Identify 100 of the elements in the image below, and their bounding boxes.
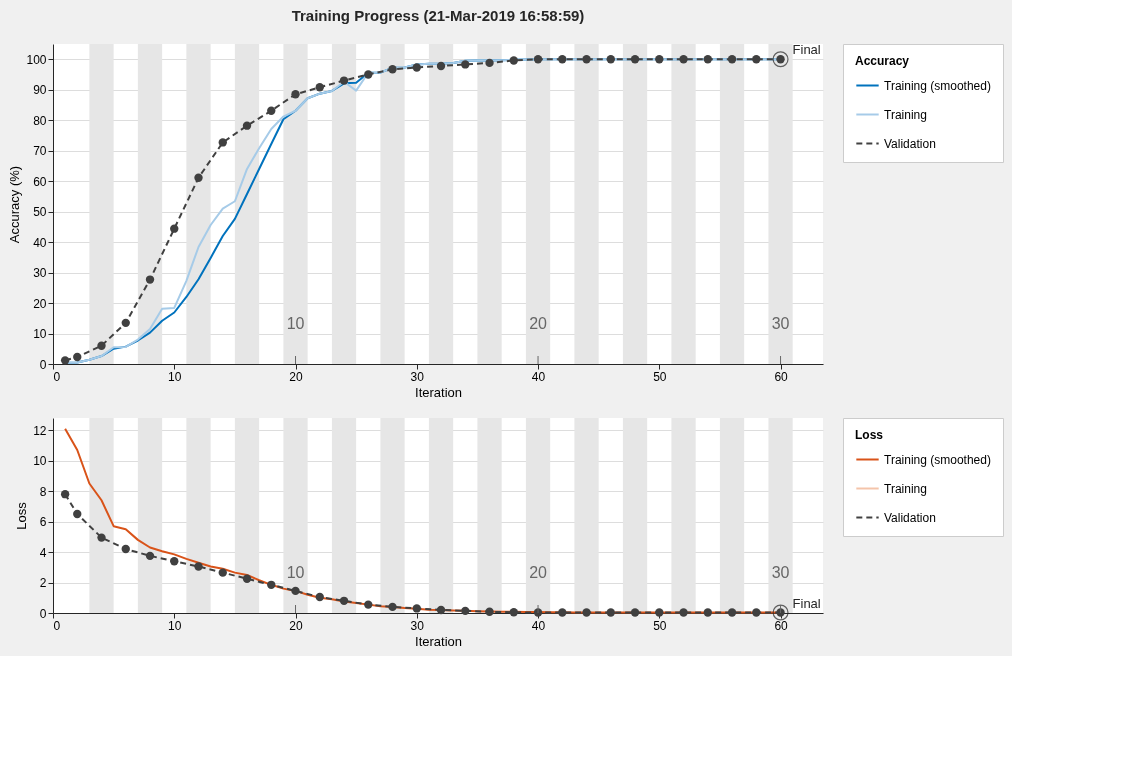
- point: [703, 55, 712, 64]
- point: [412, 63, 421, 72]
- point: [121, 544, 130, 554]
- point: [582, 608, 591, 617]
- point: [606, 55, 615, 64]
- point: [121, 318, 130, 328]
- legend-label: Validation: [884, 136, 936, 151]
- point: [364, 600, 373, 609]
- point: [655, 608, 664, 617]
- chart-title: Training Progress (21-Mar-2019 16:58:59): [291, 6, 585, 24]
- point: [558, 55, 567, 64]
- point: [291, 586, 300, 596]
- legend-title: Loss: [855, 428, 884, 442]
- point: [267, 106, 276, 115]
- y-tick-label: 0: [39, 357, 47, 372]
- point: [145, 275, 155, 284]
- x-tick-label: 10: [168, 618, 182, 633]
- y-tick-label: 12: [33, 423, 47, 438]
- point: [315, 83, 324, 92]
- point: [145, 551, 155, 561]
- x-tick-label: 60: [774, 369, 789, 384]
- point: [339, 76, 349, 85]
- point: [485, 58, 494, 68]
- y-tick-label: 60: [33, 174, 47, 189]
- point: [630, 608, 640, 617]
- legend-label: Training (smoothed): [884, 452, 991, 467]
- point: [461, 606, 470, 616]
- x-tick-label: 50: [653, 618, 667, 633]
- x-tick-label: 30: [410, 618, 425, 633]
- x-tick-label: 60: [774, 618, 789, 633]
- point: [655, 55, 664, 64]
- y-tick-label: 8: [39, 484, 47, 499]
- point: [679, 608, 688, 617]
- y-tick-label: 6: [39, 515, 47, 530]
- point: [267, 580, 276, 589]
- point: [242, 574, 252, 583]
- point: [315, 592, 324, 602]
- y-axis-title: Accuracy (%): [7, 165, 23, 244]
- y-tick-label: 10: [33, 454, 47, 469]
- point: [218, 138, 227, 147]
- point: [194, 173, 203, 182]
- x-axis-title: Iteration: [415, 384, 462, 400]
- point: [606, 608, 615, 617]
- point: [509, 56, 518, 65]
- y-tick-label: 20: [33, 296, 47, 311]
- legend-label: Training (smoothed): [884, 78, 991, 93]
- x2-tick-label: 20: [529, 315, 548, 332]
- annotation: Final: [792, 595, 821, 611]
- legend-label: Training: [884, 481, 927, 496]
- y-tick-label: 70: [33, 144, 47, 159]
- point: [412, 604, 421, 613]
- point: [558, 608, 567, 617]
- point: [242, 121, 252, 130]
- y-tick-label: 0: [39, 606, 47, 621]
- point: [727, 608, 737, 617]
- point: [291, 90, 300, 99]
- point: [533, 55, 543, 64]
- point: [703, 608, 712, 617]
- point: [218, 568, 227, 577]
- x-tick-label: 30: [410, 369, 425, 384]
- x2-tick-label: 20: [529, 564, 548, 581]
- x-axis-title: Iteration: [415, 633, 462, 649]
- point: [97, 533, 106, 542]
- x-tick-label: 10: [168, 369, 182, 384]
- x-tick-label: 0: [53, 618, 61, 633]
- point: [679, 55, 688, 64]
- y-tick-label: 2: [39, 576, 47, 591]
- x-tick-label: 0: [53, 369, 61, 384]
- x2-tick-label: 10: [286, 315, 305, 332]
- point: [752, 608, 761, 617]
- point: [60, 490, 70, 499]
- point: [436, 61, 446, 71]
- point: [727, 55, 737, 64]
- x-tick-label: 40: [531, 618, 546, 633]
- y-tick-label: 100: [26, 52, 47, 67]
- x2-tick-label: 30: [771, 564, 790, 581]
- y-axis-title: Loss: [14, 501, 30, 530]
- y-tick-label: 50: [33, 205, 47, 220]
- legend-label: Validation: [884, 510, 936, 525]
- y-tick-label: 90: [33, 83, 47, 98]
- y-tick-label: 80: [33, 113, 47, 128]
- point: [339, 596, 349, 605]
- point: [582, 55, 591, 64]
- point: [60, 356, 70, 365]
- point: [170, 557, 179, 566]
- x2-tick-label: 10: [286, 564, 305, 581]
- point: [485, 607, 494, 616]
- point: [194, 562, 203, 571]
- point: [388, 65, 397, 74]
- y-tick-label: 30: [33, 266, 47, 281]
- legend-label: Training: [884, 107, 927, 122]
- point: [97, 341, 106, 350]
- point: [436, 605, 446, 615]
- point: [73, 352, 82, 362]
- annotation: Final: [792, 42, 821, 58]
- y-tick-label: 40: [33, 235, 47, 250]
- x-tick-label: 20: [289, 618, 304, 633]
- x-tick-label: 50: [653, 369, 667, 384]
- x-tick-label: 20: [289, 369, 304, 384]
- point: [170, 224, 179, 233]
